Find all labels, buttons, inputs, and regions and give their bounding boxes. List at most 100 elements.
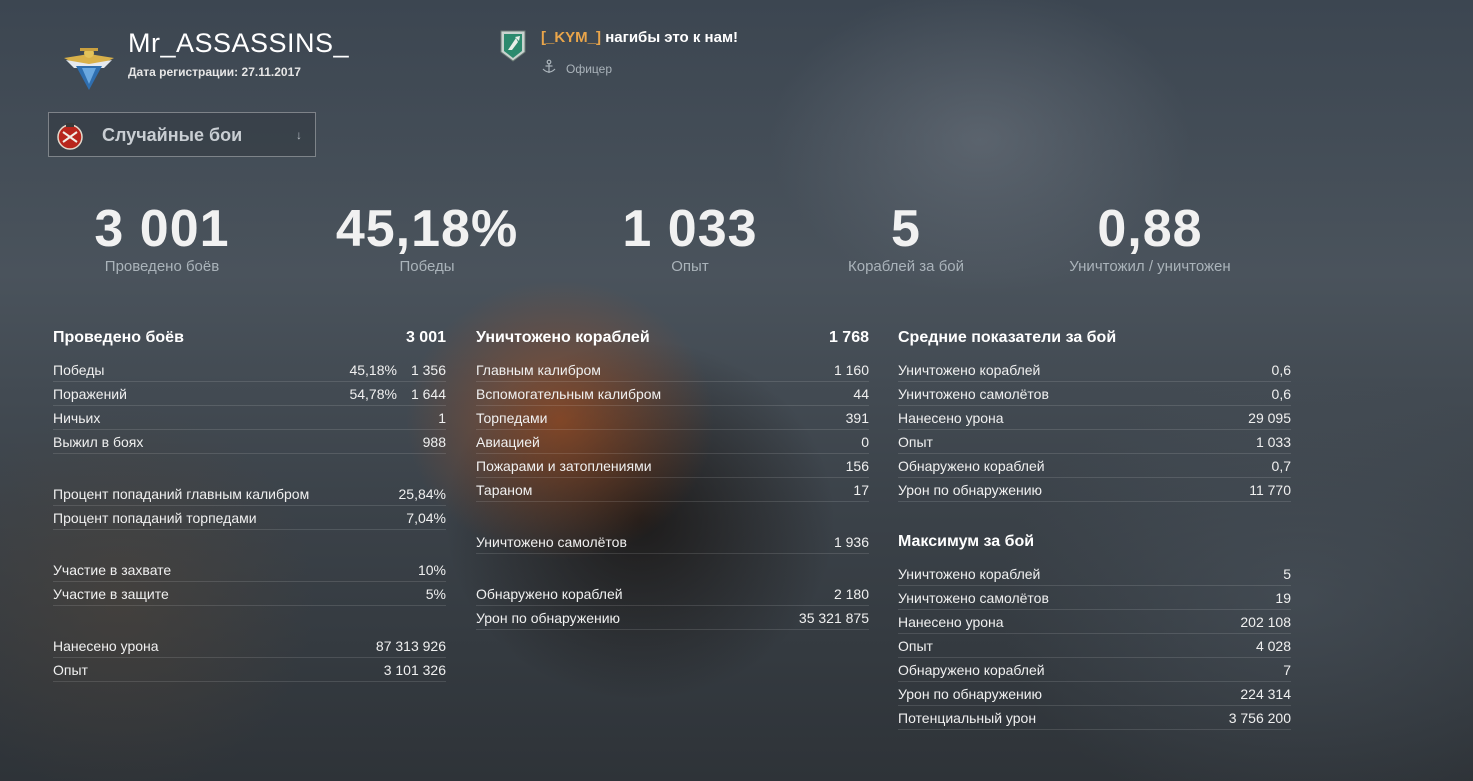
stat-value: 44 bbox=[853, 385, 869, 402]
stat-row-avg-xp: Опыт 1 033 bbox=[898, 430, 1291, 454]
stat-row-losses: Поражений 54,78% 1 644 bbox=[53, 382, 446, 406]
registration-label: Дата регистрации: bbox=[128, 65, 239, 79]
stat-label: Обнаружено кораблей bbox=[898, 661, 1045, 678]
stat-label: Главным калибром bbox=[476, 361, 601, 378]
section-title: Максимум за бой bbox=[898, 530, 1291, 554]
stat-label: Ничьих bbox=[53, 409, 101, 426]
stat-row-survived: Выжил в боях 988 bbox=[53, 430, 446, 454]
stat-value: 1 033 bbox=[1255, 433, 1291, 450]
stat-value: 5% bbox=[425, 585, 446, 602]
stat-label: Пожарами и затоплениями bbox=[476, 457, 652, 474]
section-title: Средние показатели за бой bbox=[898, 326, 1291, 350]
summary-label: Опыт bbox=[671, 258, 709, 275]
stat-value: 10% bbox=[417, 561, 446, 578]
stat-label: Процент попаданий торпедами bbox=[53, 509, 257, 526]
stat-row-xp: Опыт 3 101 326 bbox=[53, 658, 446, 682]
section-title: Проведено боёв 3 001 bbox=[53, 326, 446, 350]
summary-label: Кораблей за бой bbox=[847, 258, 965, 275]
stat-label: Нанесено урона bbox=[898, 613, 1004, 630]
registration-info: Дата регистрации: 27.11.2017 bbox=[128, 65, 301, 79]
stat-label: Опыт bbox=[53, 661, 88, 678]
stat-row-avg-spotting-damage: Урон по обнаружению 11 770 bbox=[898, 478, 1291, 502]
stat-label: Победы bbox=[53, 361, 105, 378]
section-title-value: 3 001 bbox=[405, 329, 446, 346]
stat-value: 5 bbox=[1283, 565, 1291, 582]
stat-row-avg-planes: Уничтожено самолётов 0,6 bbox=[898, 382, 1291, 406]
stat-value: 1 160 bbox=[833, 361, 869, 378]
stat-value: 2 180 bbox=[833, 585, 869, 602]
stat-value: 3 101 326 bbox=[383, 661, 446, 678]
stat-row-max-spotting-damage: Урон по обнаружению 224 314 bbox=[898, 682, 1291, 706]
stat-row-avg-ships: Уничтожено кораблей 0,6 bbox=[898, 358, 1291, 382]
stat-row-ramming: Тараном 17 bbox=[476, 478, 869, 502]
stat-value: 7 bbox=[1283, 661, 1291, 678]
stat-value: 35 321 875 bbox=[798, 609, 869, 626]
stat-label: Вспомогательным калибром bbox=[476, 385, 662, 402]
stat-value: 0,6 bbox=[1271, 385, 1291, 402]
stat-label: Уничтожено кораблей bbox=[898, 565, 1041, 582]
stat-row-torpedo-accuracy: Процент попаданий торпедами 7,04% bbox=[53, 506, 446, 530]
stat-value: 156 bbox=[845, 457, 869, 474]
stat-row-defense: Участие в защите 5% bbox=[53, 582, 446, 606]
summary-value: 1 033 bbox=[622, 200, 758, 258]
stat-value: 17 bbox=[853, 481, 869, 498]
stat-value: 87 313 926 bbox=[375, 637, 446, 654]
random-battles-icon bbox=[54, 120, 86, 152]
stat-row-planes-destroyed: Уничтожено самолётов 1 936 bbox=[476, 530, 869, 554]
summary-kd-ratio: 0,88 Уничтожил / уничтожен bbox=[1040, 196, 1260, 275]
clan-logo-icon[interactable] bbox=[500, 30, 526, 62]
stat-row-wins: Победы 45,18% 1 356 bbox=[53, 358, 446, 382]
stat-label: Опыт bbox=[898, 433, 933, 450]
stat-value: 1 644 bbox=[410, 385, 446, 402]
anchor-icon bbox=[541, 59, 557, 78]
summary-wins: 45,18% Победы bbox=[317, 196, 537, 275]
stat-value: 0,6 bbox=[1271, 361, 1291, 378]
stat-label: Урон по обнаружению bbox=[476, 609, 621, 626]
clan-motto: нагибы это к нам! bbox=[605, 29, 739, 46]
average-section: Средние показатели за бой Уничтожено кор… bbox=[898, 326, 1291, 730]
summary-label: Победы bbox=[399, 258, 455, 275]
stat-value: 29 095 bbox=[1248, 409, 1291, 426]
stat-value: 25,84% bbox=[398, 485, 446, 502]
stat-row-max-damage: Нанесено урона 202 108 bbox=[898, 610, 1291, 634]
stat-row-avg-damage: Нанесено урона 29 095 bbox=[898, 406, 1291, 430]
clan-tag-link[interactable]: [_KYM_] bbox=[541, 29, 602, 46]
stat-row-max-planes: Уничтожено самолётов 19 bbox=[898, 586, 1291, 610]
clan-role: Офицер bbox=[541, 59, 612, 78]
stat-label: Торпедами bbox=[476, 409, 548, 426]
stat-row-main-accuracy: Процент попаданий главным калибром 25,84% bbox=[53, 482, 446, 506]
clan-role-label: Офицер bbox=[566, 61, 612, 76]
stat-label: Уничтожено самолётов bbox=[898, 385, 1049, 402]
battle-type-dropdown[interactable]: Случайные бои ↓ bbox=[48, 112, 316, 157]
summary-value: 5 bbox=[891, 200, 921, 258]
stat-row-secondary: Вспомогательным калибром 44 bbox=[476, 382, 869, 406]
stat-row-max-ships: Уничтожено кораблей 5 bbox=[898, 562, 1291, 586]
stat-label: Поражений bbox=[53, 385, 127, 402]
stat-row-max-spotted: Обнаружено кораблей 7 bbox=[898, 658, 1291, 682]
summary-xp: 1 033 Опыт bbox=[580, 196, 800, 275]
stat-value: 0 bbox=[861, 433, 869, 450]
registration-date: 27.11.2017 bbox=[241, 65, 301, 79]
stat-label: Урон по обнаружению bbox=[898, 685, 1043, 702]
stat-label: Уничтожено самолётов bbox=[476, 533, 627, 550]
stat-row-draws: Ничьих 1 bbox=[53, 406, 446, 430]
summary-value: 3 001 bbox=[94, 200, 230, 258]
battle-type-selected: Случайные бои bbox=[102, 125, 243, 145]
stat-value: 3 756 200 bbox=[1228, 709, 1291, 726]
stat-value: 391 bbox=[845, 409, 869, 426]
player-name: Mr_ASSASSINS_ bbox=[128, 28, 350, 58]
stat-row-torpedoes: Торпедами 391 bbox=[476, 406, 869, 430]
clan-info: [_KYM_] нагибы это к нам! bbox=[541, 29, 738, 46]
stat-label: Участие в захвате bbox=[53, 561, 172, 578]
stat-row-main-battery: Главным калибром 1 160 bbox=[476, 358, 869, 382]
chevron-down-icon: ↓ bbox=[296, 128, 302, 142]
stat-value: 988 bbox=[422, 433, 446, 450]
stat-label: Урон по обнаружению bbox=[898, 481, 1043, 498]
section-title-label: Проведено боёв bbox=[53, 329, 184, 346]
section-title-label: Средние показатели за бой bbox=[898, 329, 1117, 346]
stat-row-max-xp: Опыт 4 028 bbox=[898, 634, 1291, 658]
stat-row-capture: Участие в захвате 10% bbox=[53, 558, 446, 582]
section-title: Уничтожено кораблей 1 768 bbox=[476, 326, 869, 350]
stat-value: 224 314 bbox=[1240, 685, 1291, 702]
stat-percent: 54,78% bbox=[349, 385, 397, 402]
